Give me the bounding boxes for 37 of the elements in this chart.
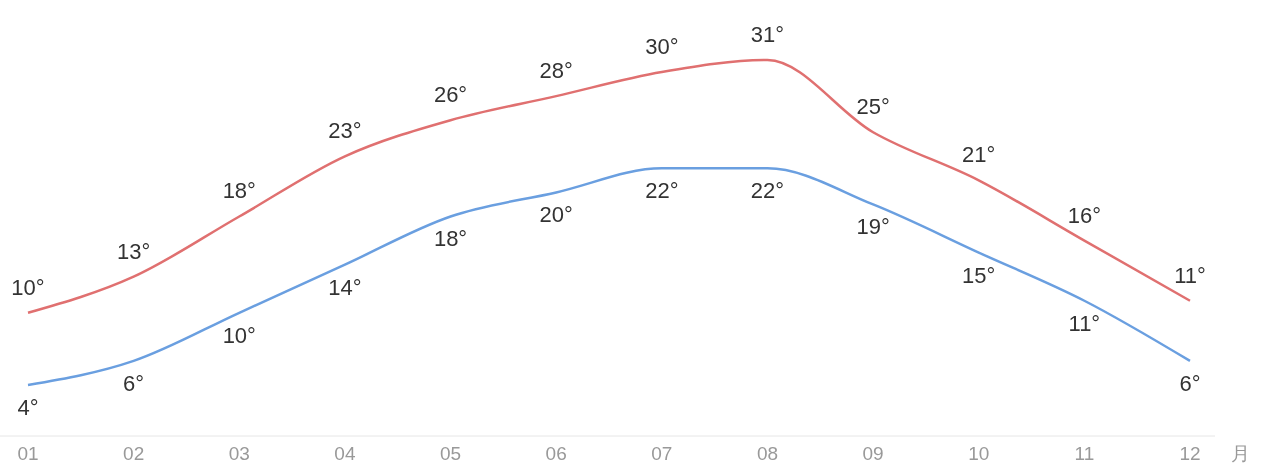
data-label: 11° — [1174, 262, 1206, 288]
data-label: 15° — [962, 262, 996, 288]
data-label: 10° — [222, 322, 256, 348]
data-label: 19° — [856, 214, 890, 240]
data-label: 20° — [539, 202, 573, 228]
data-label: 14° — [328, 274, 362, 300]
data-label: 13° — [117, 238, 151, 264]
data-label: 23° — [328, 118, 362, 144]
data-label: 11° — [1068, 310, 1101, 336]
data-label: 18° — [222, 178, 256, 204]
x-axis-title: 月 — [1230, 442, 1250, 464]
data-label: 30° — [645, 34, 679, 60]
x-tick-label: 04 — [334, 443, 356, 464]
x-tick-label: 05 — [439, 443, 462, 464]
data-label: 18° — [433, 226, 468, 252]
x-tick-label: 12 — [1179, 443, 1201, 464]
data-label: 31° — [750, 22, 785, 47]
x-tick-label: 09 — [862, 443, 884, 464]
data-label: 28° — [539, 58, 573, 84]
data-label: 26° — [433, 82, 468, 108]
data-label: 22° — [750, 178, 785, 204]
data-label: 25° — [856, 94, 890, 120]
x-tick-label: 07 — [651, 443, 673, 464]
data-label: 16° — [1067, 202, 1101, 228]
data-label: 6° — [1179, 370, 1201, 396]
x-tick-label: 06 — [545, 443, 567, 464]
data-label: 22° — [645, 178, 679, 204]
data-label: 6° — [123, 370, 145, 396]
x-tick-label: 02 — [123, 443, 145, 464]
x-tick-label: 03 — [228, 443, 250, 464]
x-tick-label: 01 — [17, 443, 39, 464]
data-label: 21° — [962, 142, 996, 168]
x-tick-label: 10 — [968, 443, 990, 464]
data-label: 4° — [17, 395, 39, 420]
x-tick-label: 11 — [1074, 443, 1095, 464]
x-tick-label: 08 — [756, 443, 779, 464]
data-label: 10° — [11, 274, 45, 300]
